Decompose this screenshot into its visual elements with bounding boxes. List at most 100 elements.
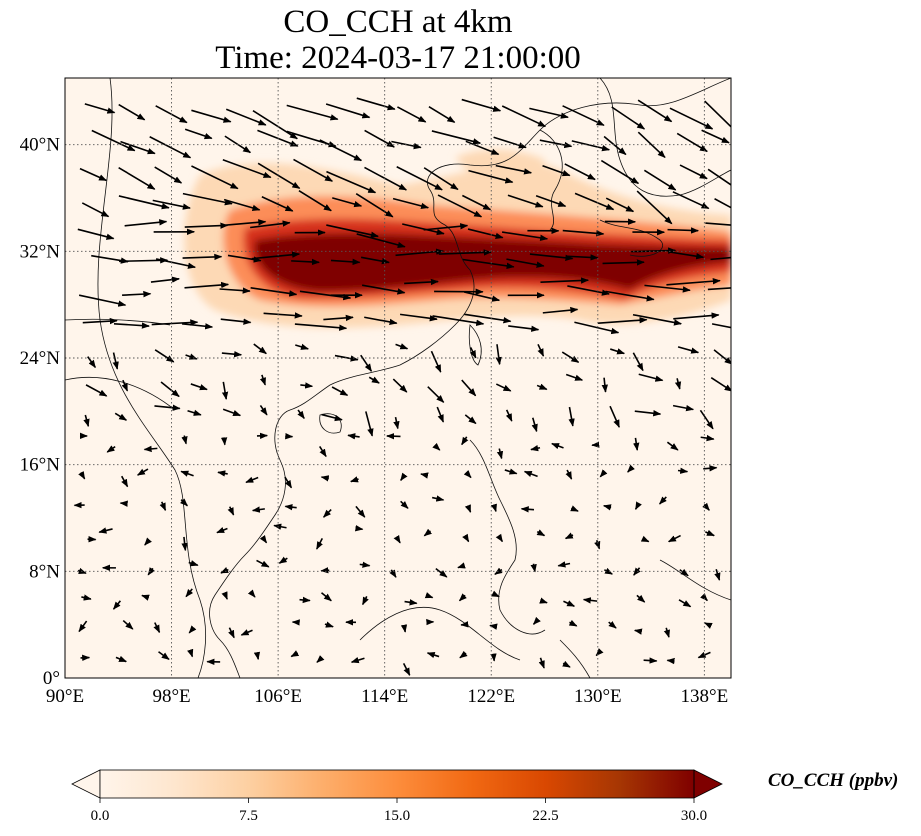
wind-arrow [468, 169, 514, 184]
wind-arrow [676, 132, 708, 153]
wind-arrow [464, 504, 472, 513]
wind-arrow [395, 343, 409, 350]
lat-tick-label: 16°N [20, 455, 61, 476]
wind-arrow [700, 593, 708, 602]
wind-arrow [714, 198, 731, 209]
wind-arrow [564, 163, 596, 181]
lon-tick-label: 98°E [152, 686, 190, 707]
wind-arrow [220, 567, 229, 574]
wind-vector-field [73, 97, 731, 676]
wind-arrow [291, 258, 320, 266]
wind-arrow [702, 502, 710, 511]
wind-arrow [504, 468, 518, 475]
wind-arrow [179, 498, 188, 507]
wind-arrow [85, 384, 108, 397]
wind-arrow [350, 657, 365, 664]
wind-arrow [633, 567, 641, 576]
wind-arrow [427, 386, 445, 403]
colorbar-max-extend [693, 769, 723, 799]
wind-arrow [507, 194, 544, 208]
wind-arrow [563, 600, 576, 607]
map-frame [64, 77, 732, 679]
wind-arrow [299, 596, 311, 604]
wind-arrow [673, 312, 720, 320]
wind-arrow [121, 379, 129, 392]
wind-arrow [330, 258, 361, 266]
wind-arrow [599, 469, 608, 478]
wind-arrow [699, 409, 714, 430]
wind-arrow [431, 130, 482, 145]
wind-arrow [106, 445, 116, 453]
wind-arrow [609, 405, 620, 428]
wind-arrow [389, 569, 397, 578]
wind-arrow [496, 448, 504, 460]
wind-arrow [633, 628, 643, 635]
wind-arrow [667, 227, 699, 234]
wind-arrow [423, 167, 459, 191]
wind-arrow [562, 660, 571, 668]
wind-arrow [325, 103, 371, 119]
wind-arrow [532, 616, 541, 625]
colorbar-title: CO_CCH (ppbv) [768, 770, 899, 791]
wind-arrow [400, 624, 408, 633]
wind-arrow [259, 534, 268, 544]
wind-arrow [570, 505, 579, 512]
wind-arrow [143, 445, 158, 453]
wind-arrow [636, 190, 673, 225]
wind-arrow [153, 622, 161, 634]
wind-arrow [124, 219, 168, 227]
wind-arrow [151, 319, 199, 326]
wind-arrow [221, 350, 243, 358]
wind-arrow [185, 588, 194, 598]
wind-arrow [462, 533, 470, 543]
wind-arrow [495, 344, 502, 366]
wind-arrow [594, 540, 601, 550]
wind-arrow [632, 352, 644, 372]
colorbar-gradient [100, 770, 694, 798]
wind-arrow [222, 159, 272, 179]
wind-arrow [574, 192, 615, 211]
wind-arrow [672, 191, 710, 210]
wind-arrow [640, 535, 650, 543]
wind-arrow [350, 476, 359, 483]
wind-arrow [574, 321, 620, 335]
wind-arrow [78, 471, 86, 480]
wind-arrow [464, 313, 512, 324]
wind-arrow [160, 381, 180, 398]
wind-arrow [77, 567, 87, 574]
wind-arrow [537, 343, 545, 357]
wind-arrow [217, 470, 228, 477]
wind-arrow [81, 594, 92, 601]
wind-arrow [565, 469, 573, 480]
wind-arrow [643, 657, 658, 664]
wind-arrow [701, 129, 730, 144]
wind-arrow [568, 619, 578, 627]
wind-arrow [78, 294, 127, 307]
wind-arrow [704, 622, 713, 629]
wind-arrow [220, 437, 228, 446]
wind-arrow [323, 508, 332, 518]
wind-arrow [637, 99, 673, 123]
wind-arrow [320, 475, 330, 482]
latitude-axis: 0° 8°N 16°N 24°N 32°N 40°N [20, 135, 61, 689]
wind-arrow [261, 196, 294, 212]
wind-arrow [632, 313, 682, 326]
wind-arrow [77, 228, 115, 240]
wind-arrow [393, 534, 401, 544]
wind-arrow [539, 597, 548, 604]
wind-arrow [404, 599, 418, 606]
wind-arrow [144, 537, 152, 546]
wind-arrow [530, 445, 541, 452]
lon-tick-label: 106°E [254, 686, 302, 707]
wind-arrow [295, 343, 309, 350]
wind-arrow [426, 652, 440, 659]
wind-arrow [610, 348, 626, 355]
wind-arrow [530, 563, 537, 573]
wind-arrow [286, 104, 339, 121]
wind-arrow [112, 600, 122, 610]
wind-arrow [182, 253, 223, 261]
colorbar: 0.0 7.5 15.0 22.5 30.0 [71, 769, 723, 824]
colorbar-tick-label: 7.5 [239, 808, 258, 824]
wind-arrow [397, 106, 427, 123]
wind-arrow [430, 350, 442, 373]
